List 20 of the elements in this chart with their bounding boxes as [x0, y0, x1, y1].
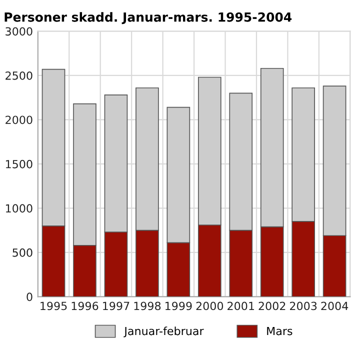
x-tick-label: 2003: [290, 302, 317, 310]
x-tick-label: 2004: [321, 302, 348, 310]
y-tick-label: 1000: [6, 204, 32, 213]
x-tick-label: 2001: [228, 302, 254, 310]
chart-title: Personer skadd. Januar-mars. 1995-2004: [4, 12, 292, 24]
y-tick-label: 2500: [6, 71, 32, 80]
y-tick-label: 1500: [6, 160, 32, 168]
x-tick-label: 1997: [103, 302, 130, 310]
y-tick-label: 0: [26, 292, 32, 302]
x-tick-label: 1995: [40, 302, 67, 310]
y-tick-label: 3000: [6, 27, 32, 36]
legend-label: Januar-februar: [124, 326, 204, 338]
y-tick-label: 500: [12, 248, 32, 257]
x-tick-label: 1996: [72, 302, 98, 310]
y-tick-label: 2000: [6, 116, 32, 124]
x-tick-label: 2000: [196, 302, 224, 310]
legend-label: Mars: [267, 326, 292, 336]
x-tick-label: 2002: [258, 302, 286, 310]
x-tick-label: 1999: [166, 302, 192, 310]
x-tick-label: 1998: [134, 302, 161, 310]
